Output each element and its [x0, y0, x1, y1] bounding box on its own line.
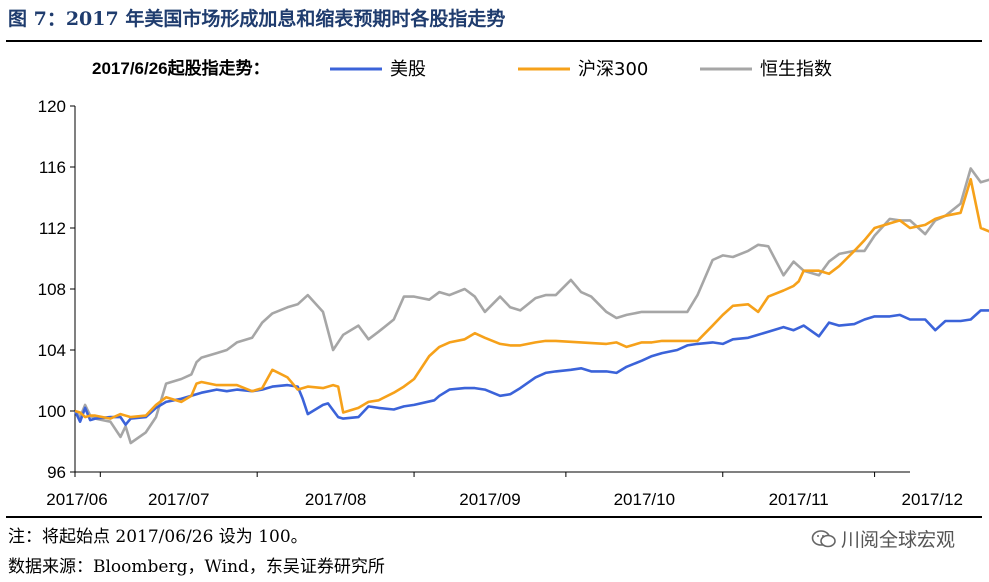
series-line-1 — [74, 177, 989, 420]
y-tick-label: 104 — [38, 341, 66, 360]
wechat-icon — [811, 530, 836, 548]
chart-title: 2017/6/26起股指走势： — [92, 58, 270, 78]
watermark-text: 川阅全球宏观 — [840, 529, 955, 551]
y-tick-label: 100 — [38, 402, 66, 421]
x-tick-label: 2017/10 — [614, 490, 675, 509]
x-tick-label: 2017/08 — [305, 490, 366, 509]
y-tick-label: 116 — [39, 158, 66, 177]
chart-legend: 2017/6/26起股指走势： 美股 沪深300 恒生指数 — [92, 58, 832, 80]
x-tick-label: 2017/12 — [902, 490, 963, 509]
x-tick-label: 2017/09 — [459, 490, 520, 509]
y-tick-label: 96 — [47, 463, 66, 482]
chart-note: 注：将起始点 2017/06/26 设为 100。 — [8, 527, 308, 547]
line-chart: 2017/6/26起股指走势： 美股 沪深300 恒生指数 96 100 104 108 1… — [38, 58, 989, 509]
chart-axes: 96 100 104 108 112 116 120 2017/06 2017/07 2017/0… — [38, 97, 963, 509]
series-line-0 — [73, 309, 989, 426]
y-tick-label: 112 — [39, 219, 66, 238]
x-tick-label: 2017/06 — [46, 490, 107, 509]
x-tick-label: 2017/11 — [769, 490, 829, 509]
y-tick-label: 120 — [38, 97, 66, 116]
x-tick-label: 2017/07 — [148, 490, 209, 509]
figure-title: 图 7：2017 年美国市场形成加息和缩表预期时各股指走势 — [8, 8, 506, 30]
footer-divider — [6, 516, 982, 518]
series-line-2 — [74, 167, 989, 445]
legend-label: 沪深300 — [578, 59, 648, 80]
watermark: 川阅全球宏观 — [811, 525, 955, 552]
data-source: 数据来源：Bloomberg，Wind，东吴证券研究所 — [8, 557, 385, 577]
plot-area — [73, 167, 989, 445]
legend-label: 恒生指数 — [760, 59, 832, 80]
legend-label: 美股 — [390, 59, 426, 80]
y-tick-label: 108 — [38, 280, 66, 299]
title-divider — [6, 40, 982, 42]
